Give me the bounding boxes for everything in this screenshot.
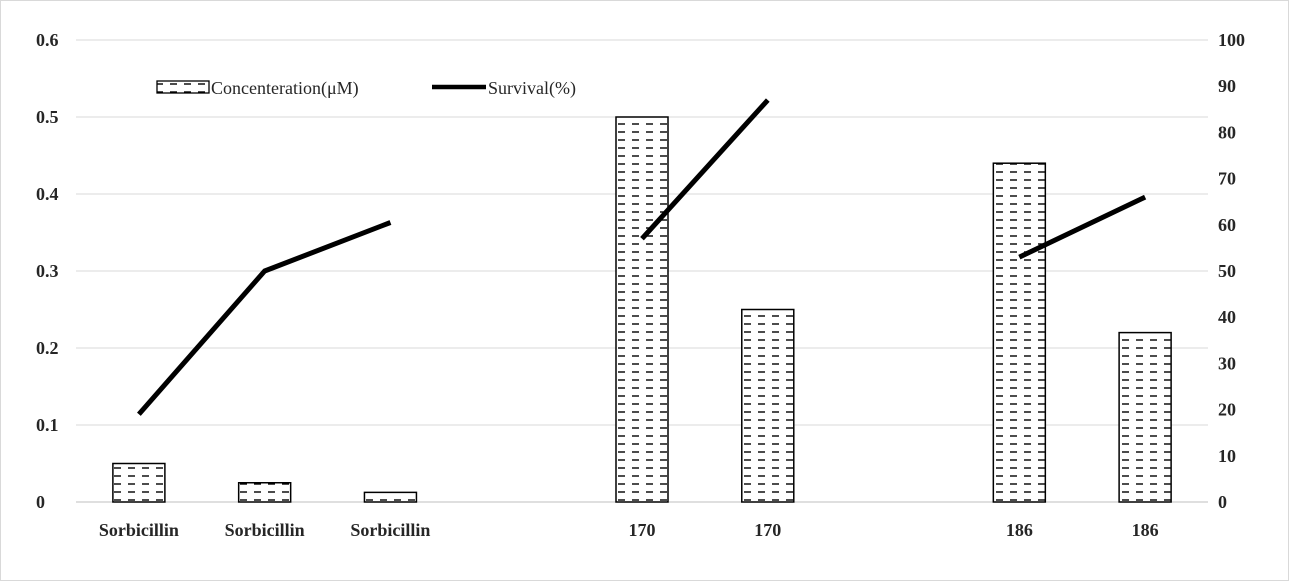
left-tick-label: 0.5 [36, 107, 59, 127]
bar [237, 482, 292, 503]
right-tick-label: 40 [1218, 307, 1236, 327]
category-label: 170 [754, 520, 781, 540]
bar-series [112, 116, 1172, 503]
right-tick-label: 80 [1218, 122, 1236, 142]
survival-line [640, 98, 770, 241]
survival-line [137, 220, 392, 416]
right-tick-label: 60 [1218, 215, 1236, 235]
category-labels: Sorbicillin Sorbicillin Sorbicillin 170 170 1… [99, 520, 1159, 540]
bar [615, 116, 669, 503]
right-tick-label: 30 [1218, 353, 1236, 373]
bar [112, 462, 166, 503]
left-tick-label: 0.3 [36, 261, 59, 281]
legend-bar-label: Concenteration(μM) [211, 78, 359, 99]
bar [1118, 331, 1172, 503]
left-tick-label: 0.2 [36, 338, 59, 358]
legend-bar-swatch [156, 80, 210, 94]
line-series [137, 98, 1147, 416]
right-tick-label: 0 [1218, 492, 1227, 512]
category-label: 186 [1132, 520, 1159, 540]
bar [992, 162, 1047, 503]
right-tick-label: 10 [1218, 446, 1236, 466]
bar [741, 308, 795, 503]
category-label: Sorbicillin [350, 520, 430, 540]
right-tick-label: 20 [1218, 400, 1236, 420]
legend: Concenteration(μM) Survival(%) [156, 78, 576, 99]
left-tick-label: 0.6 [36, 30, 59, 50]
right-tick-label: 70 [1218, 169, 1236, 189]
category-label: 186 [1006, 520, 1033, 540]
right-tick-label: 100 [1218, 30, 1245, 50]
bar [363, 491, 418, 503]
survival-line [1018, 194, 1147, 260]
legend-line-label: Survival(%) [488, 78, 576, 99]
right-tick-label: 90 [1218, 76, 1236, 96]
category-label: 170 [629, 520, 656, 540]
right-axis-ticks: 0 10 20 30 40 50 60 70 80 90 100 [1218, 30, 1245, 512]
category-label: Sorbicillin [225, 520, 305, 540]
left-tick-label: 0 [36, 492, 45, 512]
left-tick-label: 0.1 [36, 415, 59, 435]
right-tick-label: 50 [1218, 261, 1236, 281]
left-tick-label: 0.4 [36, 184, 59, 204]
left-axis-ticks: 0 0.1 0.2 0.3 0.4 0.5 0.6 [36, 30, 59, 512]
category-label: Sorbicillin [99, 520, 179, 540]
